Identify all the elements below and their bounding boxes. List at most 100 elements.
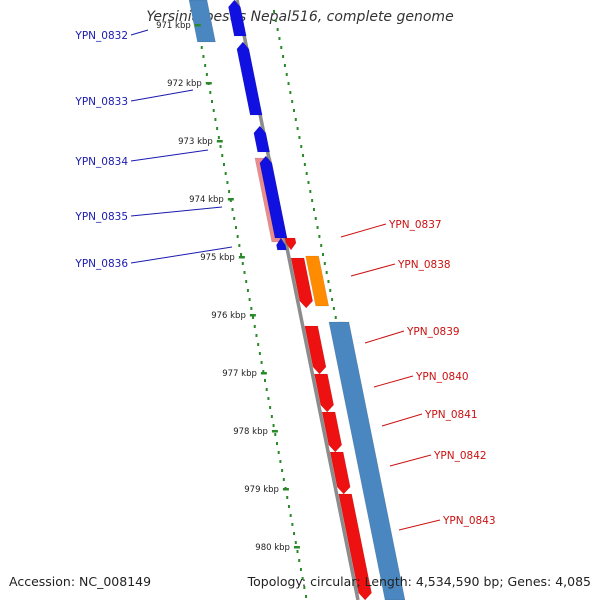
- tick-dot: [234, 226, 237, 229]
- gene-label-left[interactable]: YPN_0835: [74, 211, 128, 223]
- gene-arrow-forward[interactable]: [259, 155, 288, 239]
- tick-dot: [292, 109, 295, 112]
- tick-dot: [332, 307, 335, 310]
- tick-dot: [204, 64, 207, 67]
- tick-dot: [275, 442, 278, 445]
- label-leader-line: [340, 223, 387, 238]
- gene-arrow-reverse[interactable]: [290, 257, 313, 309]
- tick-label: 977 kbp: [222, 369, 257, 379]
- tick-dot: [325, 271, 328, 274]
- tick-dot: [209, 91, 212, 94]
- tick-dot: [222, 163, 225, 166]
- label-leader-line: [130, 149, 209, 162]
- tick-dot: [233, 217, 236, 220]
- tick-dot: [293, 532, 296, 535]
- tick-label: 971 kbp: [156, 21, 191, 31]
- steel-blue-feature[interactable]: [328, 321, 406, 600]
- orange-feature[interactable]: [305, 255, 330, 307]
- genome-summary-text: Topology: circular; Length: 4,534,590 bp…: [247, 574, 591, 589]
- gene-label-right[interactable]: YPN_0839: [406, 326, 460, 338]
- tick-dot: [278, 37, 281, 40]
- tick-label: 979 kbp: [244, 485, 279, 495]
- tick-dot: [255, 334, 258, 337]
- accession-text: Accession: NC_008149: [9, 574, 152, 589]
- tick-dot: [200, 46, 203, 49]
- tick-dot: [305, 172, 308, 175]
- tick-dot: [238, 244, 241, 247]
- gene-label-right[interactable]: YPN_0837: [388, 219, 442, 231]
- gene-labels: YPN_0832 YPN_0833 YPN_0834 YPN_0835 YPN_0836…: [74, 29, 496, 531]
- tick-dot: [253, 325, 256, 328]
- tick-dot: [300, 145, 303, 148]
- gene-arrow-forward[interactable]: [236, 41, 263, 116]
- gene-arrow-reverse[interactable]: [304, 325, 327, 375]
- tick-dot: [248, 298, 251, 301]
- tick-dot: [258, 352, 261, 355]
- tick-dot: [243, 271, 246, 274]
- tick-dot: [250, 307, 253, 310]
- tick-dot: [211, 100, 213, 103]
- gene-arrow-reverse[interactable]: [284, 237, 297, 251]
- tick-dot: [226, 181, 229, 184]
- tick-dot: [257, 343, 260, 346]
- gene-arrow-reverse[interactable]: [329, 451, 351, 495]
- tick-dot: [329, 289, 332, 292]
- tick-dot: [294, 541, 297, 544]
- tick-dot: [267, 397, 270, 400]
- tick-dot: [322, 253, 325, 256]
- label-leader-line: [364, 330, 405, 344]
- tick-dot: [314, 217, 317, 220]
- tick-mark: [238, 256, 245, 259]
- tick-dot: [236, 235, 239, 238]
- tick-dot: [205, 73, 208, 76]
- gene-arrow-forward[interactable]: [228, 0, 247, 37]
- tick-dot: [298, 136, 301, 139]
- tick-dot: [316, 226, 319, 229]
- tick-dot: [260, 361, 263, 364]
- tick-dot: [334, 316, 337, 319]
- tick-dot: [277, 451, 280, 454]
- tick-dot: [216, 127, 219, 130]
- steel-blue-feature[interactable]: [188, 0, 216, 43]
- tick-dot-tracks: [193, 10, 393, 598]
- gene-label-right[interactable]: YPN_0842: [433, 450, 487, 462]
- tick-dot: [307, 181, 310, 184]
- gene-label-right[interactable]: YPN_0841: [424, 409, 478, 421]
- label-leader-line: [130, 29, 149, 36]
- tick-dot: [301, 577, 304, 580]
- gene-label-left[interactable]: YPN_0833: [74, 96, 128, 108]
- label-leader-line: [389, 454, 432, 467]
- gene-label-left[interactable]: YPN_0832: [74, 30, 128, 42]
- gene-arrow-forward[interactable]: [276, 237, 287, 251]
- tick-dot: [240, 253, 243, 256]
- tick-dot: [231, 208, 234, 211]
- gene-arrow-reverse[interactable]: [321, 411, 343, 453]
- gene-label-left[interactable]: YPN_0836: [74, 258, 128, 270]
- tick-dot: [269, 406, 272, 409]
- tick-dot: [303, 163, 306, 166]
- tick-dot: [274, 433, 277, 436]
- gene-arrow-forward[interactable]: [253, 125, 270, 153]
- gene-label-right[interactable]: YPN_0838: [397, 259, 451, 271]
- tick-dot: [286, 496, 289, 499]
- label-leader-line: [381, 413, 423, 427]
- gene-track: [228, 0, 372, 600]
- tick-dot: [246, 289, 249, 292]
- tick-dot: [224, 172, 227, 175]
- gene-label-right[interactable]: YPN_0840: [415, 371, 469, 383]
- gene-label-left[interactable]: YPN_0834: [74, 156, 128, 168]
- tick-dot: [296, 550, 299, 553]
- kbp-ruler: 971 kbp 972 kbp 973 kbp 974 kbp 975 kbp 976 k…: [156, 21, 300, 553]
- gene-arrow-reverse[interactable]: [314, 373, 334, 413]
- tick-dot: [318, 235, 321, 238]
- tick-dot: [289, 91, 292, 94]
- gene-arrow-reverse[interactable]: [338, 493, 372, 600]
- tick-dot: [282, 55, 285, 58]
- tick-mark: [293, 546, 300, 549]
- tick-dot: [274, 19, 277, 22]
- gene-label-right[interactable]: YPN_0843: [442, 515, 496, 527]
- tick-dot: [279, 460, 282, 463]
- tick-dot: [276, 28, 279, 31]
- tick-dot: [291, 100, 294, 103]
